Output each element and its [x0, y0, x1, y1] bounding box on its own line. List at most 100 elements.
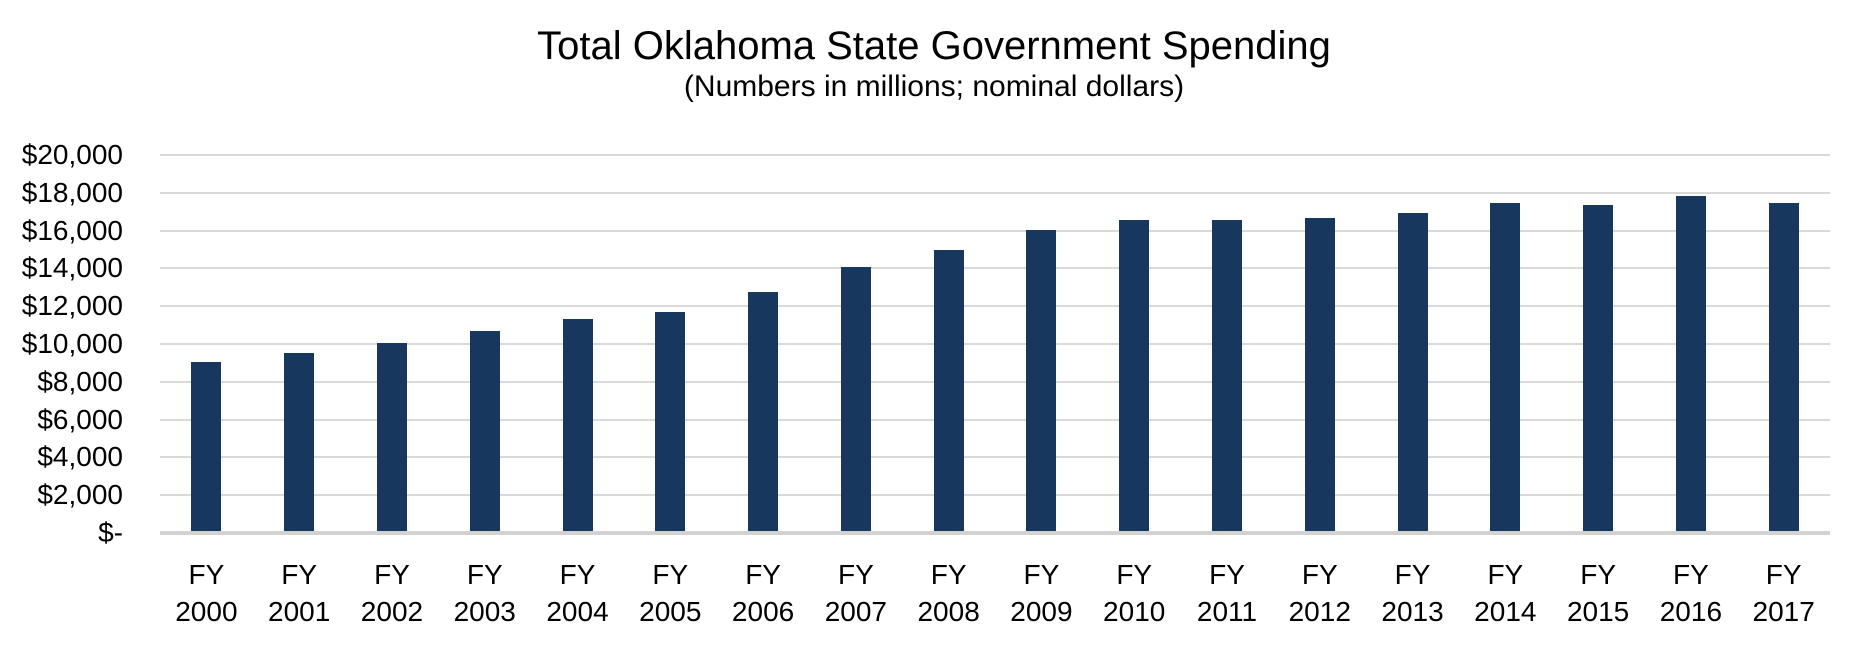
bar-cell [1737, 155, 1830, 533]
x-axis-tick-label: FY 2006 [717, 556, 810, 630]
bar-cell [1366, 155, 1459, 533]
x-tick-prefix: FY [1301, 559, 1338, 590]
gridline [160, 456, 1830, 459]
gridline [160, 380, 1830, 383]
x-axis-line [160, 531, 1830, 535]
x-tick-prefix: FY [188, 559, 225, 590]
bar-fy2003 [469, 331, 500, 533]
x-tick-prefix: FY [1765, 559, 1802, 590]
bar-fy2011 [1211, 220, 1242, 533]
bar-cell [717, 155, 810, 533]
x-tick-prefix: FY [930, 559, 967, 590]
x-tick-year: 2003 [453, 596, 516, 627]
x-axis-tick-label: FY 2013 [1366, 556, 1459, 630]
bar-cell [809, 155, 902, 533]
bar-series [160, 155, 1830, 533]
bar-cell [160, 155, 253, 533]
bar-fy2010 [1119, 220, 1150, 533]
x-tick-year: 2000 [175, 596, 238, 627]
gridline [160, 418, 1830, 421]
y-axis-tick-label: $18,000 [21, 176, 123, 208]
x-tick-year: 2005 [639, 596, 702, 627]
gridline [160, 305, 1830, 308]
x-tick-prefix: FY [1673, 559, 1709, 590]
bar-cell [531, 155, 624, 533]
gridline [160, 191, 1830, 194]
x-tick-year: 2013 [1381, 596, 1444, 627]
x-tick-prefix: FY [1209, 559, 1245, 590]
bar-fy2015 [1583, 205, 1614, 533]
bar-cell [1181, 155, 1274, 533]
y-axis-tick-label: $2,000 [37, 479, 123, 511]
x-axis-tick-label: FY 2015 [1552, 556, 1645, 630]
bar-fy2008 [933, 250, 964, 533]
bar-fy2017 [1768, 203, 1799, 533]
plot-area [160, 154, 1830, 535]
bar-fy2012 [1304, 218, 1335, 533]
bar-fy2000 [191, 362, 222, 533]
x-axis-tick-label: FY 2001 [253, 556, 346, 630]
bar-cell [1552, 155, 1645, 533]
bar-fy2009 [1026, 230, 1057, 533]
x-axis-tick-label: FY 2004 [531, 556, 624, 630]
y-axis-tick-label: $6,000 [37, 403, 123, 435]
x-axis-tick-label: FY 2002 [346, 556, 439, 630]
bar-fy2006 [748, 292, 779, 533]
gridline [160, 229, 1830, 232]
y-axis-tick-label: $- [98, 517, 123, 548]
x-tick-prefix: FY [837, 559, 874, 590]
x-tick-year: 2010 [1103, 596, 1166, 627]
y-axis: $- $2,000 $4,000 $6,000 $8,000 $10,000 $12,000… [0, 140, 123, 548]
y-axis-tick-label: $12,000 [21, 290, 123, 322]
x-axis-tick-label: FY 2010 [1088, 556, 1181, 630]
x-axis-tick-label: FY 2014 [1459, 556, 1552, 630]
x-axis-tick-label: FY 2003 [438, 556, 531, 630]
gridline [160, 343, 1830, 345]
bar-cell [995, 155, 1088, 533]
x-tick-prefix: FY [1394, 559, 1431, 590]
y-axis-tick-label: $20,000 [21, 139, 123, 170]
bar-cell [902, 155, 995, 533]
bar-fy2002 [376, 343, 407, 533]
x-tick-prefix: FY [559, 559, 596, 590]
gridline [160, 267, 1830, 270]
bar-cell [1088, 155, 1181, 533]
x-tick-prefix: FY [281, 559, 318, 590]
x-axis-tick-label: FY 2017 [1737, 556, 1830, 630]
bar-fy2004 [562, 319, 593, 533]
x-axis-tick-label: FY 2007 [809, 556, 902, 630]
x-axis-tick-label: FY 2000 [160, 556, 253, 630]
x-tick-prefix: FY [1487, 559, 1524, 590]
bar-cell [346, 155, 439, 533]
x-tick-year: 2016 [1659, 596, 1723, 627]
bar-cell [1645, 155, 1738, 533]
x-tick-year: 2001 [268, 596, 331, 627]
chart-title: Total Oklahoma State Government Spending [537, 24, 1331, 68]
x-axis-tick-label: FY 2005 [624, 556, 717, 630]
x-tick-prefix: FY [1116, 559, 1153, 590]
bar-fy2014 [1490, 203, 1521, 533]
bar-cell [438, 155, 531, 533]
y-axis-tick-label: $16,000 [21, 214, 123, 246]
x-tick-prefix: FY [374, 559, 410, 590]
chart-subtitle: (Numbers in millions; nominal dollars) [683, 70, 1185, 103]
bar-cell [253, 155, 346, 533]
y-axis-tick-label: $8,000 [37, 365, 123, 397]
x-tick-year: 2012 [1288, 596, 1351, 627]
x-tick-prefix: FY [745, 559, 781, 590]
y-axis-tick-label: $14,000 [21, 252, 123, 284]
bar-fy2013 [1397, 213, 1428, 533]
bar-fy2007 [840, 267, 871, 533]
x-axis-tick-label: FY 2008 [902, 556, 995, 630]
bar-fy2001 [284, 353, 315, 533]
x-axis-tick-label: FY 2012 [1273, 556, 1366, 630]
x-tick-year: 2008 [917, 596, 980, 627]
bar-fy2016 [1675, 196, 1706, 533]
x-tick-year: 2011 [1196, 596, 1258, 627]
y-axis-tick-label: $4,000 [37, 441, 123, 473]
bar-fy2005 [655, 312, 686, 533]
bar-cell [1273, 155, 1366, 533]
y-axis-tick-label: $10,000 [21, 328, 123, 359]
gridline [160, 154, 1830, 156]
